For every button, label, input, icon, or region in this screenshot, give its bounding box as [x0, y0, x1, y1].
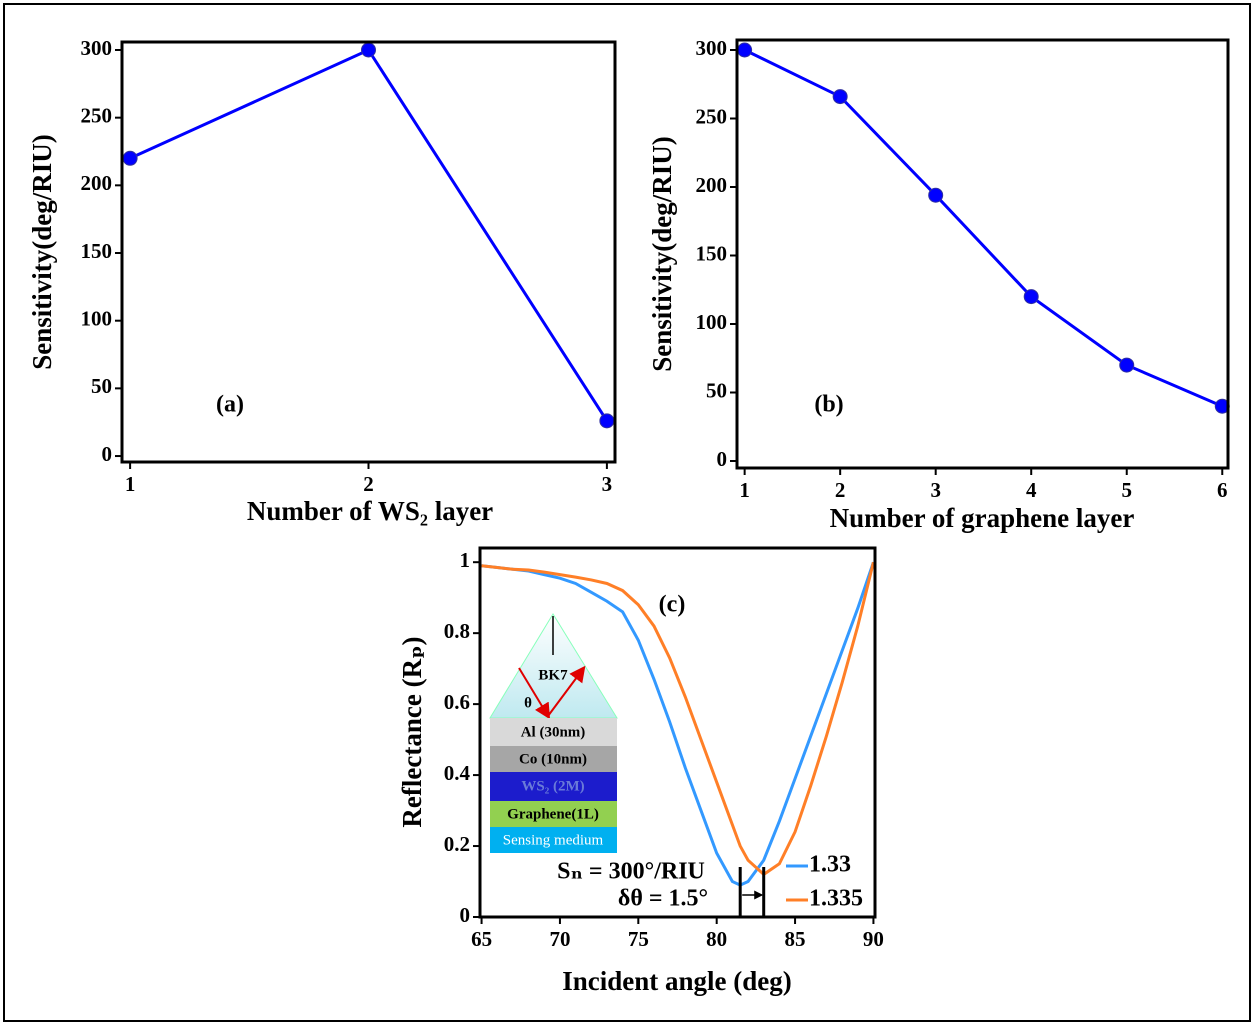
y-tick-label: 150 [81, 239, 113, 263]
layer-label: Graphene(1L) [507, 806, 599, 822]
layer [490, 827, 617, 853]
y-tick-label: 300 [696, 36, 728, 60]
layer-label: Al (30nm) [521, 724, 586, 740]
x-axis-label: Number of graphene layer [830, 503, 1135, 533]
data-point [737, 42, 753, 58]
annotation: δθ = 1.5° [618, 886, 708, 912]
annotation: Sₙ = 300°/RIU [557, 859, 705, 885]
plot-frame [478, 546, 877, 919]
y-axis-label: Sensitivity(deg/RIU) [647, 136, 677, 372]
y-tick-label: 0.2 [444, 832, 470, 856]
y-tick-label: 150 [696, 241, 728, 265]
x-tick-label: 85 [785, 927, 806, 951]
y-tick-label: 0 [717, 447, 728, 471]
data-point [599, 413, 615, 429]
layer [490, 746, 617, 772]
y-tick-label: 50 [706, 378, 727, 402]
annotation: (a) [216, 392, 244, 418]
x-tick-label: 2 [835, 478, 846, 502]
x-tick-label: 80 [706, 927, 727, 951]
layer-label: WS₂ (2M) [521, 778, 584, 794]
prism-label: BK7 [538, 667, 568, 683]
annotation: (b) [814, 392, 843, 418]
data-line [743, 48, 1223, 408]
reflected-ray [547, 665, 586, 717]
x-tick-label: 1 [125, 472, 136, 496]
y-tick-label: 300 [81, 36, 113, 60]
x-tick-label: 4 [1026, 478, 1037, 502]
y-tick-label: 0.8 [444, 619, 470, 643]
data-line [129, 48, 609, 422]
x-tick-label: 70 [549, 927, 570, 951]
y-tick-label: 200 [81, 171, 113, 195]
y-axis-label: Sensitivity(deg/RIU) [27, 134, 57, 370]
figure-border [3, 3, 1251, 1022]
inset-diagram: BK7 θ Al (30nm) Co (10nm) WS₂ (2M) Graph… [489, 613, 618, 853]
plot-frame [735, 38, 1230, 470]
x-tick-label: 65 [471, 927, 492, 951]
x-tick-label: 6 [1217, 478, 1228, 502]
x-tick-label: 75 [628, 927, 649, 951]
y-tick-label: 200 [696, 173, 728, 197]
y-tick-label: 100 [81, 307, 113, 331]
data-point [361, 42, 376, 58]
annotation: (c) [659, 592, 686, 618]
data-point [928, 187, 944, 203]
y-axis-label: Reflectance (Rₚ) [397, 636, 427, 827]
y-tick-label: 1 [460, 548, 471, 572]
data-line [481, 561, 875, 877]
layer-label: Co (10nm) [519, 751, 587, 767]
x-tick-label: 2 [363, 472, 374, 496]
data-point [122, 150, 138, 166]
y-tick-label: 0.4 [444, 761, 471, 785]
legend-label: 1.335 [809, 886, 863, 912]
y-tick-label: 0 [460, 903, 471, 927]
y-tick-label: 250 [696, 104, 728, 128]
layer [490, 718, 617, 746]
data-point [1023, 289, 1039, 305]
y-tick-label: 100 [696, 310, 728, 334]
y-tick-label: 50 [91, 374, 112, 398]
incident-ray [518, 667, 551, 720]
angle-label: θ [524, 695, 532, 711]
legend-label: 1.33 [809, 852, 851, 878]
x-tick-label: 90 [863, 927, 884, 951]
x-tick-label: 1 [739, 478, 750, 502]
data-line [481, 561, 875, 887]
layer-label: Sensing medium [503, 832, 604, 848]
layer [490, 801, 617, 827]
plot-frame [120, 40, 617, 464]
data-point [832, 89, 848, 105]
x-tick-label: 5 [1121, 478, 1132, 502]
x-axis-label: Incident angle (deg) [562, 966, 792, 996]
y-tick-label: 0.6 [444, 690, 470, 714]
data-point [1119, 357, 1135, 373]
x-axis-label: Number of WS₂ layer [247, 496, 493, 526]
y-tick-label: 0 [102, 442, 113, 466]
x-tick-label: 3 [602, 472, 613, 496]
y-tick-label: 250 [81, 103, 113, 127]
layer [490, 772, 617, 801]
x-tick-label: 3 [930, 478, 941, 502]
